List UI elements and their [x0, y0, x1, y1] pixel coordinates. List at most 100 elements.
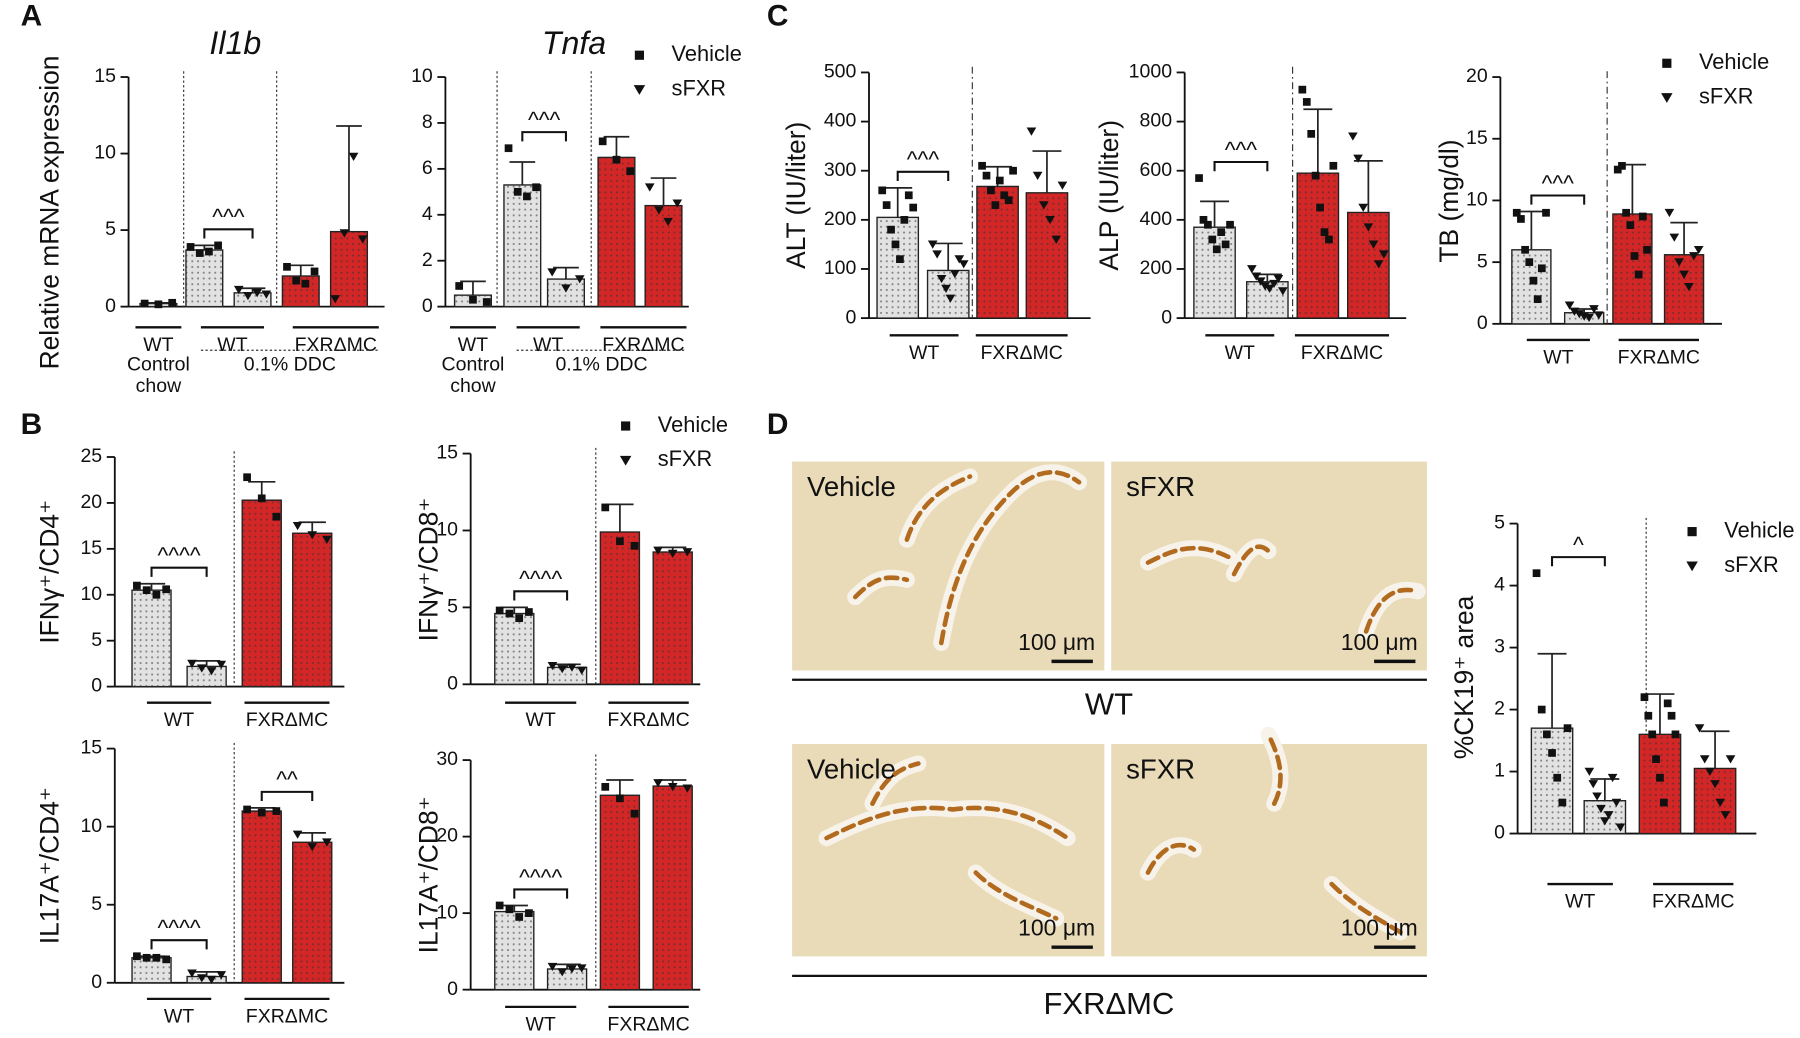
bar-texture	[292, 533, 332, 687]
bar-texture	[1639, 734, 1681, 834]
point	[900, 215, 909, 224]
point	[216, 660, 227, 669]
panel-letter: A	[21, 0, 43, 32]
point	[950, 270, 960, 279]
point	[672, 199, 683, 208]
point	[1298, 85, 1307, 94]
y-tick-label: 10	[1466, 189, 1488, 211]
bar-texture	[600, 532, 640, 685]
point	[257, 808, 266, 817]
point	[1311, 171, 1320, 180]
y-tick-label: 4	[422, 203, 433, 225]
point	[214, 241, 222, 250]
category-note: Control	[442, 353, 505, 375]
point	[196, 664, 207, 673]
bar-texture	[282, 276, 320, 307]
x-tick-label: WT	[526, 1013, 556, 1035]
scale-bar-label: 100 μm	[1341, 629, 1418, 655]
x-tick-label: WT	[143, 334, 173, 356]
x-tick-label: WT	[458, 334, 488, 356]
point	[1045, 215, 1055, 225]
point	[1671, 730, 1680, 739]
point	[1195, 174, 1203, 182]
point	[667, 549, 678, 558]
bile-duct-stain	[1363, 587, 1421, 634]
x-tick-label: WT	[1565, 891, 1595, 913]
point	[186, 243, 195, 251]
y-tick-label: 0	[447, 978, 458, 1000]
point	[1247, 265, 1257, 274]
y-tick-label: 300	[824, 159, 857, 181]
point	[1026, 127, 1037, 136]
point	[1051, 235, 1062, 244]
category-note: 0.1% DDC	[555, 353, 647, 375]
point	[1553, 773, 1562, 782]
point	[1634, 270, 1643, 279]
significance-label: ^^^	[212, 204, 245, 230]
scale-bar-label: 100 μm	[1018, 629, 1095, 655]
bar-texture	[1612, 214, 1652, 324]
point	[1264, 284, 1275, 293]
point	[301, 279, 310, 288]
point	[1630, 252, 1639, 260]
y-tick-label: 5	[91, 893, 102, 915]
scale-bar-label: 100 μm	[1018, 915, 1095, 941]
legend-marker	[633, 85, 646, 95]
scale-bar-label: 100 μm	[1341, 915, 1418, 941]
point	[932, 250, 942, 259]
y-tick-label: 0	[422, 295, 433, 317]
point	[557, 665, 568, 674]
bar-texture	[330, 231, 368, 307]
significance-bracket	[150, 939, 208, 950]
point	[505, 905, 514, 914]
x-tick-label: WT	[1225, 342, 1255, 364]
point	[958, 260, 969, 269]
point	[469, 295, 477, 304]
category-note: Control	[127, 353, 190, 375]
point	[1204, 220, 1212, 229]
point	[1725, 755, 1736, 764]
bar-texture	[187, 976, 227, 983]
image-label: Vehicle	[807, 753, 896, 784]
point	[626, 167, 635, 176]
bar-texture	[645, 205, 682, 307]
point	[1644, 711, 1653, 720]
point	[1569, 307, 1580, 316]
point	[1705, 767, 1715, 776]
point	[455, 282, 464, 290]
bile-duct-stain	[1145, 842, 1197, 875]
point	[598, 137, 607, 146]
point	[1221, 240, 1230, 249]
bar-texture	[547, 667, 587, 685]
point	[1648, 730, 1657, 739]
legend-marker	[621, 421, 631, 431]
y-tick-label: 20	[1466, 65, 1488, 87]
y-tick-label: 10	[436, 901, 458, 923]
point	[233, 285, 244, 295]
point	[1574, 310, 1585, 319]
point	[495, 606, 504, 615]
point	[667, 783, 678, 792]
bar-texture	[494, 911, 534, 990]
x-tick-label: WT	[1543, 346, 1573, 368]
point	[525, 608, 533, 616]
bar-texture	[242, 500, 282, 687]
category-note: 0.1% DDC	[244, 353, 336, 375]
point	[1603, 811, 1614, 820]
y-tick-label: 10	[94, 142, 116, 164]
significance-label: ^^^	[528, 107, 561, 133]
y-tick-label: 0	[91, 675, 102, 697]
point	[654, 206, 664, 215]
bar-texture	[1531, 728, 1573, 834]
point	[995, 176, 1004, 185]
x-tick-label: FXRΔMC	[295, 334, 377, 356]
point	[1584, 767, 1595, 776]
point	[1688, 252, 1699, 261]
point	[152, 590, 161, 599]
bar-texture	[927, 270, 969, 319]
category-note: chow	[136, 375, 182, 397]
legend-label: sFXR	[672, 75, 727, 100]
x-tick-label: FXRΔMC	[1618, 346, 1700, 368]
point	[1521, 245, 1529, 254]
point	[532, 183, 540, 192]
